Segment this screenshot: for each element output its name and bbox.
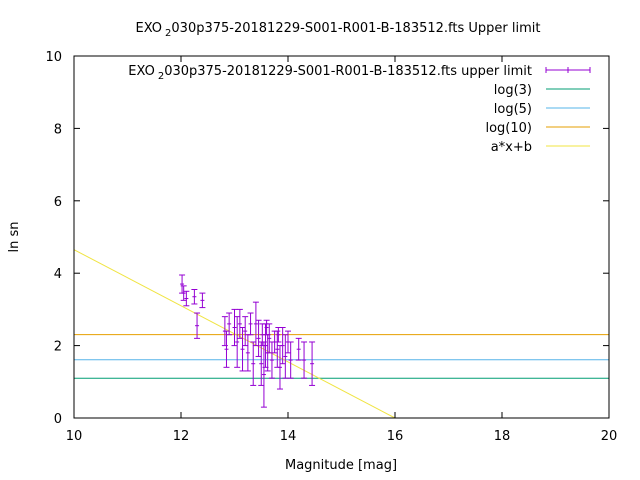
data-point xyxy=(231,308,238,347)
x-tick-label: 10 xyxy=(66,429,83,444)
data-point xyxy=(252,301,259,347)
data-point xyxy=(183,290,190,307)
axes: 10 12 14 16 18 20 0 2 4 6 8 10 xyxy=(45,50,617,444)
y-tick-label: 8 xyxy=(54,122,62,137)
legend-entry: log(3) xyxy=(494,83,590,98)
data-point xyxy=(236,308,243,339)
legend-entry: EXO 2030p375-20181229-S001-R001-B-183512.… xyxy=(128,64,591,82)
data-point xyxy=(239,327,246,372)
chart-title: EXO 2030p375-20181229-S001-R001-B-183512.… xyxy=(136,21,541,39)
data-point xyxy=(199,292,206,309)
x-tick-label: 14 xyxy=(280,429,297,444)
data-point xyxy=(255,319,262,357)
data-point xyxy=(194,312,201,339)
data-point xyxy=(250,341,257,386)
data-point xyxy=(309,341,316,386)
data-point xyxy=(266,323,273,354)
data-point xyxy=(191,288,198,305)
data-point xyxy=(295,337,302,361)
data-point xyxy=(242,316,249,347)
y-tick-label: 2 xyxy=(54,340,62,355)
data-point xyxy=(226,312,233,336)
y-tick-label: 0 xyxy=(54,412,62,427)
x-tick-label: 18 xyxy=(494,429,511,444)
data-point xyxy=(301,341,308,379)
legend-entry: log(5) xyxy=(494,102,590,117)
data-point xyxy=(180,285,187,301)
legend-entry: a*x+b xyxy=(491,140,590,155)
y-tick-label: 6 xyxy=(54,195,62,210)
legend-label: a*x+b xyxy=(491,140,532,155)
legend-label: log(10) xyxy=(485,121,532,136)
data-point xyxy=(282,334,289,379)
y-tick-label: 10 xyxy=(45,50,62,65)
x-tick-label: 20 xyxy=(601,429,618,444)
data-point xyxy=(234,316,241,368)
data-point xyxy=(263,319,270,336)
legend-label: log(3) xyxy=(494,83,532,98)
x-tick-label: 12 xyxy=(173,429,190,444)
data-point xyxy=(274,330,281,368)
plot-frame xyxy=(73,55,610,419)
data-point xyxy=(247,312,254,336)
x-axis-label: Magnitude [mag] xyxy=(285,458,397,473)
y-tick-label: 4 xyxy=(54,267,62,282)
data-point xyxy=(287,341,294,379)
y-axis-label: ln sn xyxy=(7,222,22,253)
legend: EXO 2030p375-20181229-S001-R001-B-183512.… xyxy=(128,64,591,155)
data-point xyxy=(223,330,230,368)
plot-area xyxy=(73,249,609,419)
data-point xyxy=(279,327,286,365)
legend-label: EXO 2030p375-20181229-S001-R001-B-183512.… xyxy=(128,64,532,82)
legend-entry: log(10) xyxy=(485,121,590,136)
legend-label: log(5) xyxy=(494,102,532,117)
x-tick-label: 16 xyxy=(387,429,404,444)
